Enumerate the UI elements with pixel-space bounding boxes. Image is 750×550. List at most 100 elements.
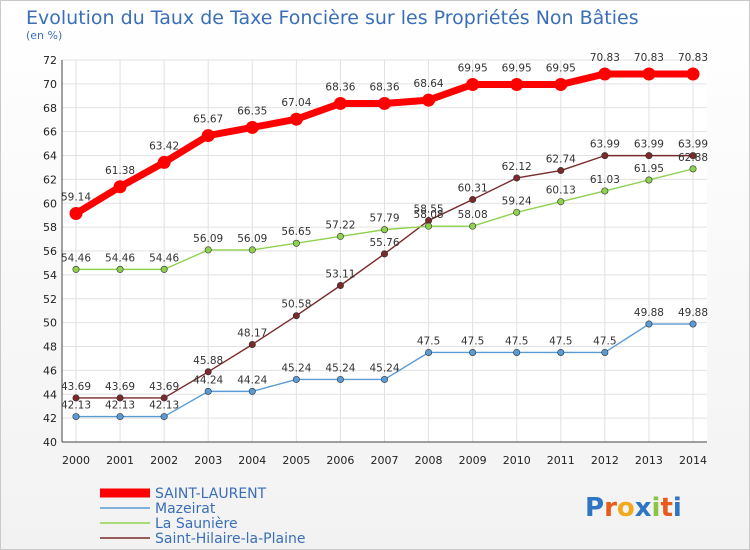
data-label: 69.95	[546, 62, 576, 74]
data-label: 43.69	[61, 381, 91, 393]
data-label: 50.58	[281, 299, 311, 311]
y-tick-label: 42	[43, 412, 57, 425]
y-tick-label: 44	[43, 388, 57, 401]
y-tick-label: 70	[43, 78, 57, 91]
x-tick-label: 2014	[679, 454, 707, 467]
logo-letter: i	[652, 493, 661, 523]
x-tick-label: 2001	[106, 454, 134, 467]
y-tick-label: 40	[43, 436, 57, 449]
data-label: 49.88	[678, 307, 708, 319]
data-point	[245, 120, 259, 134]
data-label: 54.46	[105, 252, 135, 264]
legend-label: SAINT-LAURENT	[155, 486, 267, 502]
data-label: 65.67	[193, 114, 223, 126]
data-point	[116, 413, 124, 421]
data-point	[69, 207, 83, 221]
data-label: 68.36	[369, 81, 399, 93]
data-point	[689, 320, 697, 328]
y-tick-label: 48	[43, 341, 57, 354]
y-tick-label: 66	[43, 126, 57, 139]
data-point	[116, 265, 124, 273]
x-tick-label: 2006	[326, 454, 354, 467]
data-point	[469, 222, 477, 230]
data-point	[378, 96, 391, 110]
logo-letter: x	[635, 493, 652, 523]
y-tick-label: 60	[43, 197, 57, 210]
data-point	[513, 208, 521, 216]
data-label: 63.99	[590, 139, 620, 151]
data-point	[380, 375, 388, 383]
data-label: 47.5	[593, 335, 616, 347]
data-point	[204, 368, 212, 376]
data-point	[336, 281, 344, 289]
data-point	[157, 155, 171, 169]
logo-letter: i	[673, 493, 682, 523]
data-label: 56.65	[281, 226, 311, 238]
data-label: 58.55	[414, 204, 444, 216]
x-tick-label: 2003	[194, 454, 222, 467]
data-point	[72, 413, 80, 421]
data-label: 61.03	[590, 174, 620, 186]
data-label: 57.79	[369, 213, 399, 225]
data-point	[598, 67, 612, 81]
data-label: 62.74	[546, 154, 576, 166]
data-point	[554, 77, 568, 91]
data-label: 59.14	[61, 192, 91, 204]
data-label: 67.04	[281, 97, 311, 109]
data-label: 56.09	[237, 233, 267, 245]
data-point	[289, 112, 303, 126]
data-point	[686, 67, 700, 81]
data-point	[380, 226, 388, 234]
data-point	[510, 77, 524, 91]
data-point	[201, 129, 215, 143]
legend-label: Saint-Hilaire-la-Plaine	[155, 531, 305, 547]
data-label: 44.24	[237, 374, 267, 386]
data-point	[336, 375, 344, 383]
data-label: 56.09	[193, 233, 223, 245]
x-tick-label: 2013	[635, 454, 663, 467]
data-point	[645, 152, 653, 160]
series-lines	[69, 67, 700, 421]
data-label: 58.08	[414, 209, 444, 221]
data-label: 70.83	[590, 52, 620, 64]
data-label: 45.24	[281, 362, 311, 374]
data-point	[160, 265, 168, 273]
data-label: 60.13	[546, 185, 576, 197]
data-point	[248, 246, 256, 254]
data-point	[557, 198, 565, 206]
x-tick-label: 2007	[371, 454, 399, 467]
data-point	[248, 340, 256, 348]
data-point	[292, 375, 300, 383]
data-label: 69.95	[458, 62, 488, 74]
data-point	[601, 348, 609, 356]
data-label: 70.83	[634, 52, 664, 64]
data-point	[513, 174, 521, 182]
axes: 40 42 44 46 48 50 52 54 56 58 60 62 64 66 68 70 72 2000 20…	[43, 54, 707, 467]
y-tick-label: 50	[43, 317, 57, 330]
x-tick-label: 2002	[150, 454, 178, 467]
data-point	[333, 96, 347, 110]
data-point	[116, 394, 124, 402]
data-point	[466, 77, 480, 91]
data-point	[469, 348, 477, 356]
data-point	[557, 167, 565, 175]
x-tick-label: 2010	[503, 454, 531, 467]
data-label: 63.42	[149, 140, 179, 152]
y-tick-label: 72	[43, 54, 57, 67]
data-label: 61.95	[634, 163, 664, 175]
data-label: 45.24	[369, 362, 399, 374]
data-point	[601, 152, 609, 160]
data-label: 68.64	[414, 78, 444, 90]
data-point	[642, 67, 656, 81]
data-point	[380, 250, 388, 258]
data-labels: 59.14 61.38 63.42 65.67 66.35 67.04 68.36 68.36…	[61, 52, 708, 412]
logo-letter: r	[604, 493, 617, 523]
data-label: 47.5	[461, 335, 484, 347]
data-label: 63.99	[634, 139, 664, 151]
data-point	[422, 93, 436, 107]
data-label: 48.17	[237, 327, 267, 339]
data-point	[645, 320, 653, 328]
data-point	[689, 152, 697, 160]
